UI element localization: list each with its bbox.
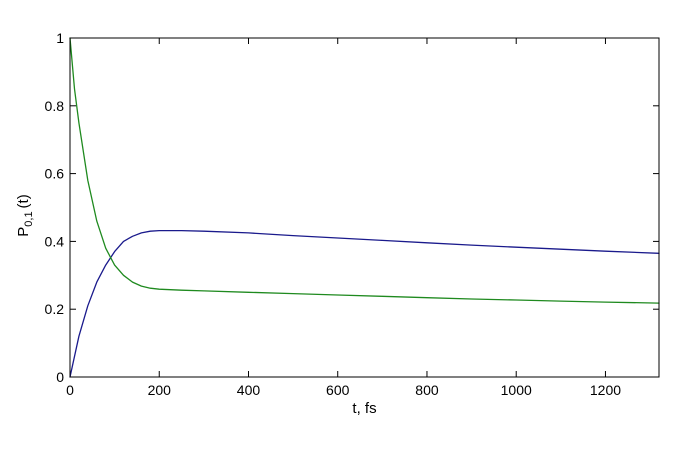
x-axis-label: t, fs <box>352 400 376 417</box>
x-tick-label: 800 <box>415 382 439 398</box>
y-axis-label: P0,1 (t) <box>15 194 35 236</box>
plot-frame <box>69 37 660 378</box>
y-tick-label: 0.2 <box>45 301 65 317</box>
y-tick-label: 0 <box>56 369 64 385</box>
y-axis-label-subscript: 0,1 <box>23 211 35 226</box>
ticks-layer: 0 200 400 600 800 1000 1200 0 0.2 0.4 0.6 0.8 1 <box>45 30 659 398</box>
series-layer <box>69 37 660 378</box>
y-axis-label-suffix: (t) <box>15 194 32 208</box>
y-axis-label-main: P <box>15 227 32 237</box>
series-line-1 <box>69 229 660 378</box>
x-tick-label: 0 <box>66 382 74 398</box>
x-tick-label: 200 <box>148 382 172 398</box>
y-tick-label: 0.8 <box>45 98 65 114</box>
x-tick-label: 600 <box>326 382 350 398</box>
x-tick-label: 1200 <box>590 382 621 398</box>
y-tick-label: 0.6 <box>45 166 65 182</box>
x-tick-label: 1000 <box>501 382 532 398</box>
y-tick-label: 1 <box>56 30 64 46</box>
series-line-2 <box>69 37 660 304</box>
x-tick-label: 400 <box>237 382 261 398</box>
y-tick-label: 0.4 <box>45 233 65 249</box>
